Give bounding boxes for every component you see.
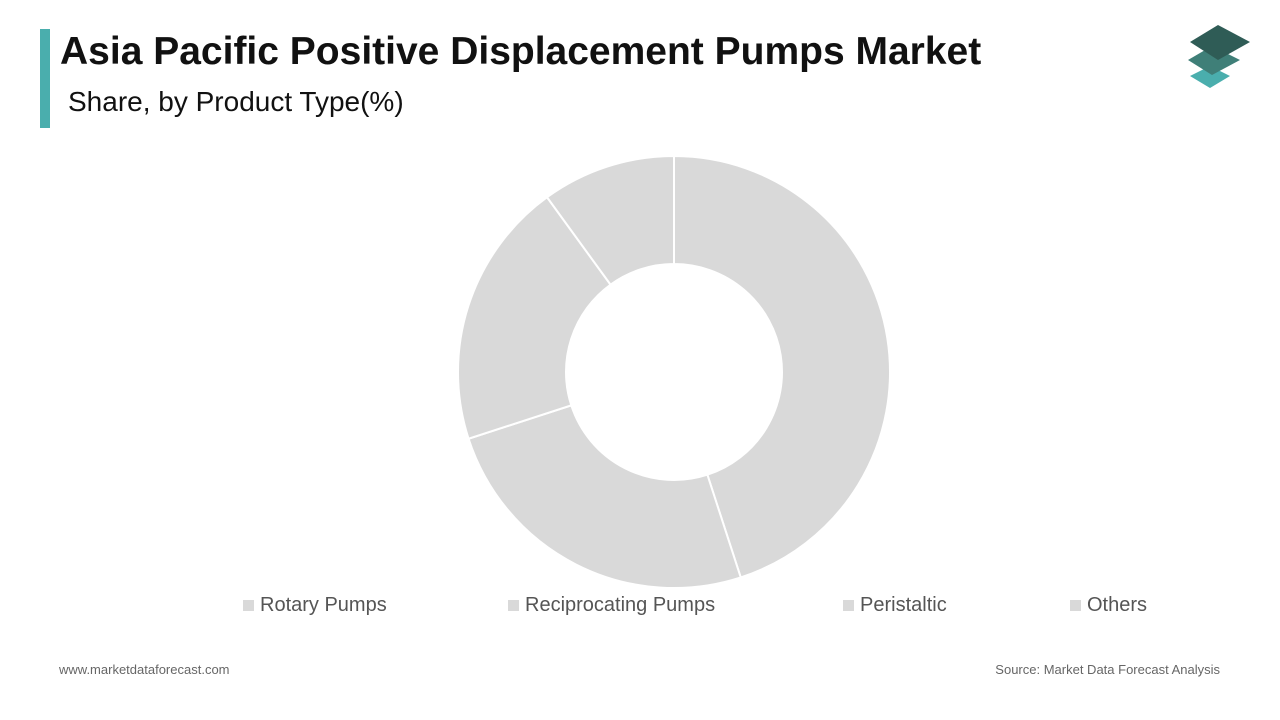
donut-slice [673, 154, 891, 579]
logo [1188, 25, 1250, 88]
legend-swatch [843, 600, 854, 611]
website: www.marketdataforecast.com [59, 662, 230, 677]
legend-swatch [1070, 600, 1081, 611]
title-accent [40, 29, 50, 128]
source: Source: Market Data Forecast Analysis [995, 662, 1220, 677]
legend-item: Peristaltic [843, 594, 947, 617]
legend-label: Reciprocating Pumps [525, 594, 716, 616]
chart-subtitle: Share, by Product Type(%) [68, 86, 404, 117]
legend-item: Rotary Pumps [243, 594, 387, 617]
legend-label: Others [1087, 594, 1148, 616]
legend-label: Peristaltic [860, 594, 947, 616]
legend-item: Others [1070, 594, 1147, 617]
legend-label: Rotary Pumps [260, 594, 387, 616]
donut-slice [545, 154, 675, 287]
legend-item: Reciprocating Pumps [508, 594, 715, 617]
chart-title: Asia Pacific Positive Displacement Pumps… [60, 30, 982, 73]
donut-slice [457, 195, 612, 441]
legend-swatch [243, 600, 254, 611]
legend-swatch [508, 600, 519, 611]
chart [457, 25, 1250, 589]
donut-slice [467, 404, 743, 589]
